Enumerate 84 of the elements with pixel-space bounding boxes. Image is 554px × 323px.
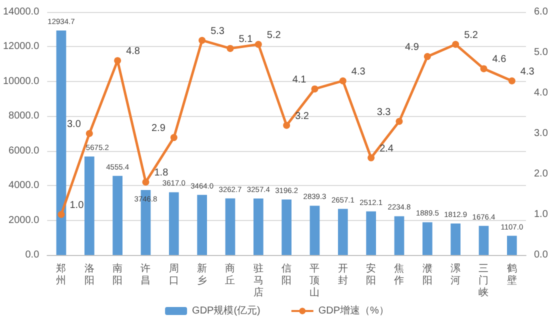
data-label: 3.3 <box>376 106 392 118</box>
data-label: 4.1 <box>292 74 307 86</box>
y-tick-label: 12000.0 <box>2 41 40 52</box>
y2-tick-label: 5.0 <box>534 47 548 58</box>
bar <box>450 224 461 255</box>
y2-tick-label: 6.0 <box>534 6 548 18</box>
bar <box>282 200 292 255</box>
x-tick-label: 鹤壁 <box>506 262 517 286</box>
y2-tick-label: 0.0 <box>534 250 548 260</box>
point <box>86 130 93 137</box>
y-tick-label: 4000.0 <box>8 180 40 192</box>
data-label: 2.4 <box>380 143 394 154</box>
bar <box>253 198 264 255</box>
bar <box>112 176 122 255</box>
point <box>283 122 290 129</box>
x-tick-label: 驻马店 <box>253 262 264 298</box>
x-tick-label: 漯河 <box>450 262 461 286</box>
x-tick-label: 平顶山 <box>310 264 320 298</box>
y-tick-label: 0.0 <box>25 250 40 260</box>
point <box>311 85 318 92</box>
point <box>170 134 178 142</box>
x-tick-label: 郑州 <box>56 262 66 286</box>
x-tick-label: 洛阳 <box>84 262 94 286</box>
bar <box>422 222 432 255</box>
data-label: 5.2 <box>266 30 282 41</box>
data-label: 1.0 <box>70 200 84 211</box>
bar <box>506 236 517 255</box>
point <box>142 178 150 186</box>
x-tick-label: 濮阳 <box>422 262 432 286</box>
point <box>254 40 262 48</box>
bar <box>168 192 179 255</box>
point <box>396 118 403 125</box>
data-label: 4.3 <box>351 66 366 78</box>
bar <box>394 216 404 255</box>
bar <box>225 198 236 255</box>
y-tick-label: 10000.0 <box>2 76 40 87</box>
data-label: 3.2 <box>295 110 310 122</box>
bar <box>478 226 489 255</box>
data-label: 1.8 <box>154 168 169 179</box>
point <box>508 77 516 84</box>
x-tick-label: 安阳 <box>366 262 376 286</box>
bar <box>84 156 94 255</box>
y2-tick-label: 4.0 <box>534 88 548 98</box>
bar <box>338 208 348 255</box>
bar <box>310 206 320 255</box>
y-tick-label: 2000.0 <box>8 214 40 226</box>
point <box>226 44 234 52</box>
data-label: 4.9 <box>405 42 420 54</box>
point <box>452 40 460 48</box>
point <box>339 77 346 84</box>
x-tick-label: 开封 <box>338 264 348 286</box>
data-label: 5.3 <box>210 26 225 37</box>
data-label: 4.3 <box>520 66 535 78</box>
point <box>480 65 488 72</box>
y2-tick-label: 3.0 <box>534 128 548 139</box>
x-tick-label: 信阳 <box>282 262 292 286</box>
data-label: 2.9 <box>151 123 166 134</box>
legend-label: GDP增速（%） <box>318 304 389 316</box>
point <box>424 53 431 60</box>
data-label: 5.2 <box>464 30 478 41</box>
point <box>114 57 122 64</box>
data-label: 5.1 <box>238 34 254 45</box>
point <box>58 211 65 218</box>
bar <box>197 194 207 255</box>
x-tick-label: 周口 <box>168 264 179 286</box>
x-tick-label: 商丘 <box>225 262 236 286</box>
data-label: 3.0 <box>66 119 82 130</box>
y-tick-label: 8000.0 <box>8 110 40 122</box>
x-tick-label: 南阳 <box>112 262 123 286</box>
legend-label: GDP规模(亿元) <box>192 304 260 316</box>
y2-tick-label: 1.0 <box>534 209 548 220</box>
x-tick-label: 许昌 <box>140 262 151 286</box>
x-tick-label: 焦作 <box>393 262 404 286</box>
point <box>198 36 206 44</box>
y2-tick-label: 2.0 <box>534 168 548 180</box>
x-tick-label: 新乡 <box>197 262 208 286</box>
bar <box>366 211 376 255</box>
point <box>368 154 375 162</box>
x-tick-label: 三门峡 <box>478 264 489 298</box>
data-label: 4.6 <box>492 54 507 66</box>
y-tick-label: 6000.0 <box>8 145 40 156</box>
bar <box>56 30 66 255</box>
y-tick-label: 14000.0 <box>2 6 40 18</box>
data-label: 4.8 <box>126 46 140 58</box>
